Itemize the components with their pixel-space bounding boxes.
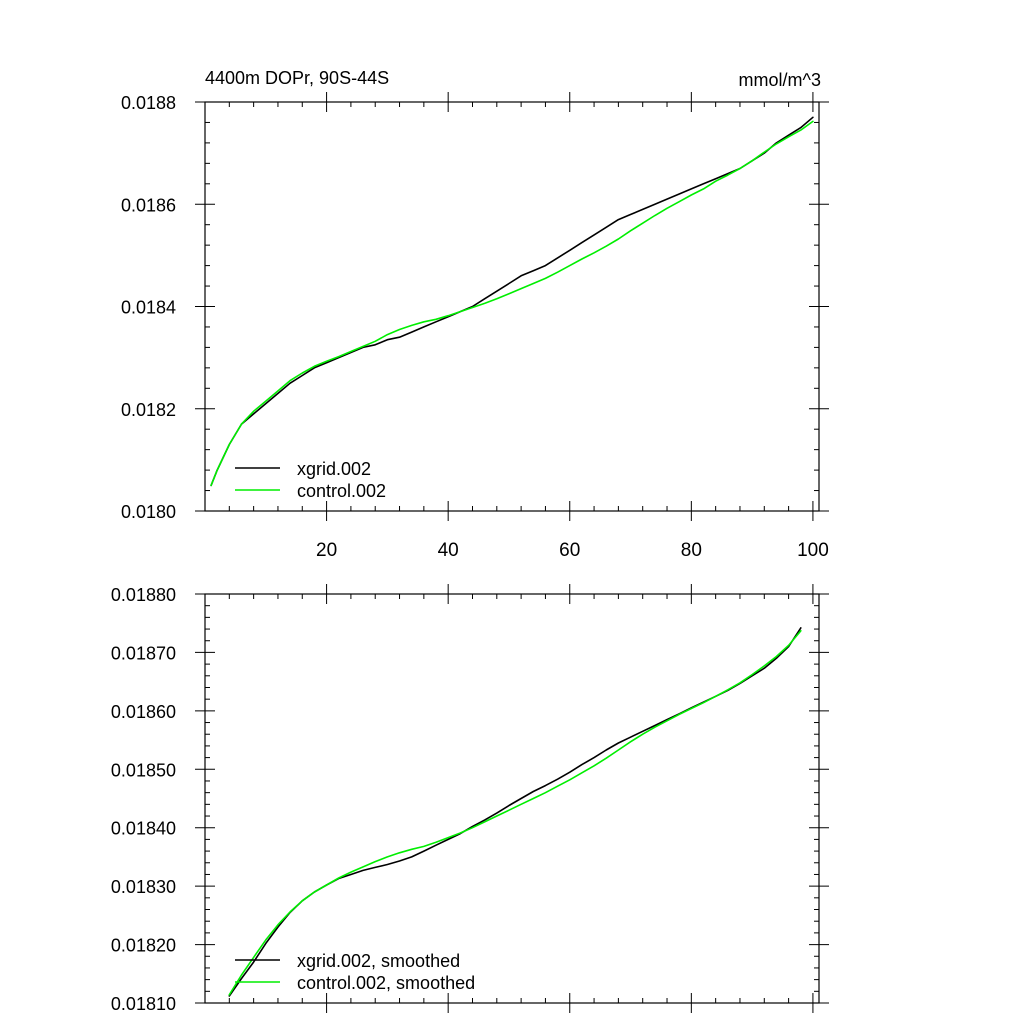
y-tick-label: 0.01870 (111, 643, 176, 663)
series-line-control (228, 630, 802, 996)
top-panel: 20 40 60 80 100 0.0180 0.0182 0.0184 0.0186 0.018… (121, 92, 829, 561)
legend-label: control.002, smoothed (297, 973, 475, 993)
bottom-panel: 0.01810 0.01820 0.01830 0.01840 0.01850 0.018… (111, 584, 829, 1014)
legend-label: xgrid.002, smoothed (297, 951, 460, 971)
series-line-xgrid (210, 116, 814, 487)
y-tick-label: 0.01840 (111, 819, 176, 839)
y-tick-label: 0.0186 (121, 195, 176, 215)
y-tick-label: 0.01810 (111, 994, 176, 1014)
y-tick-label: 0.01830 (111, 877, 176, 897)
x-tick-label: 20 (316, 540, 337, 561)
x-tick-label: 80 (681, 540, 702, 561)
x-tick-label: 60 (559, 540, 580, 561)
y-tick-label: 0.0188 (121, 93, 176, 113)
y-tick-label: 0.0180 (121, 502, 176, 522)
plot-frame (204, 593, 820, 1004)
y-tick-label: 0.01850 (111, 760, 176, 780)
y-tick-label: 0.01820 (111, 936, 176, 956)
legend-label: xgrid.002 (297, 459, 371, 479)
chart-title: 4400m DOPr, 90S-44S (205, 68, 389, 88)
series-line-control (210, 120, 814, 487)
units-label: mmol/m^3 (739, 70, 821, 90)
legend-label: control.002 (297, 481, 386, 501)
x-tick-label: 40 (438, 540, 459, 561)
y-tick-label: 0.0182 (121, 400, 176, 420)
x-tick-label: 100 (797, 540, 829, 561)
y-tick-label: 0.01860 (111, 702, 176, 722)
y-tick-label: 0.01880 (111, 585, 176, 605)
y-tick-label: 0.0184 (121, 298, 176, 318)
